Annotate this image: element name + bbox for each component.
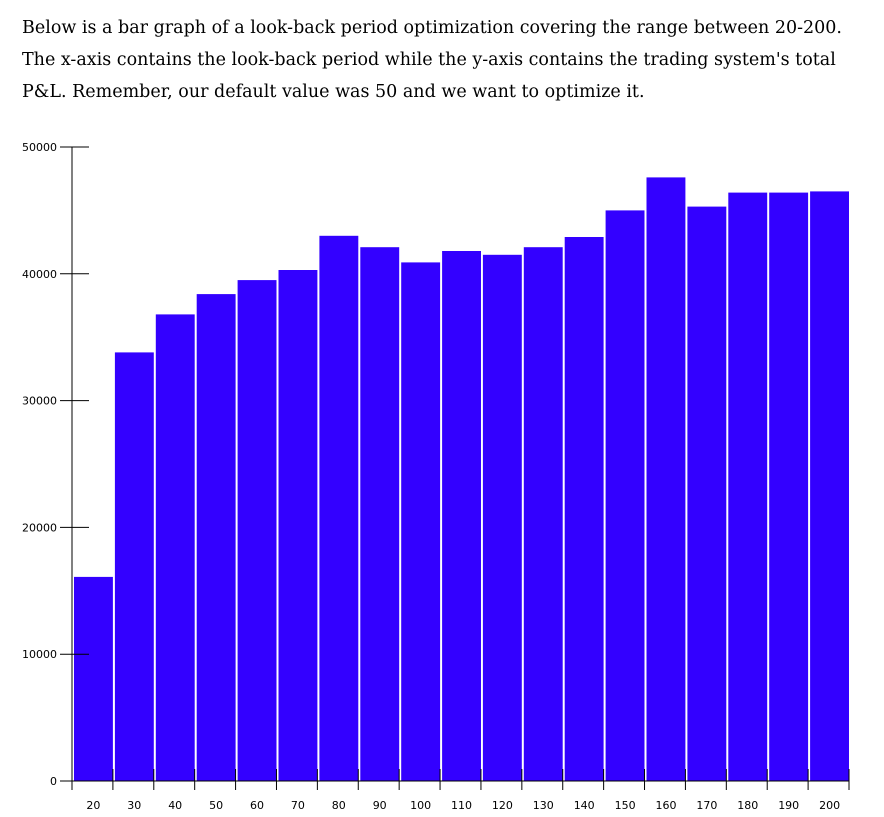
x-tick-label-30: 30 [127, 799, 141, 812]
x-tick-label-50: 50 [209, 799, 223, 812]
bar-70 [278, 270, 318, 781]
y-tick-label-50000: 50000 [22, 141, 57, 154]
bar-200 [810, 191, 849, 781]
bar-20 [74, 576, 113, 781]
x-tick-label-20: 20 [86, 799, 100, 812]
bar-80 [319, 235, 359, 782]
bar-150 [605, 210, 645, 781]
y-tick-label-30000: 30000 [22, 395, 57, 408]
x-tick-label-100: 100 [410, 799, 431, 812]
y-tick-label-10000: 10000 [22, 648, 57, 661]
bar-120 [482, 254, 522, 782]
x-tick-label-180: 180 [737, 799, 758, 812]
y-tick-label-40000: 40000 [22, 268, 57, 281]
x-tick-label-60: 60 [250, 799, 264, 812]
bar-160 [646, 177, 686, 781]
x-tick-label-190: 190 [778, 799, 799, 812]
x-tick-label-170: 170 [696, 799, 717, 812]
axes-group: 0 10000 20000 30000 40000 50000 20 30 40 50 60 70 80… [22, 141, 850, 812]
bar-190 [769, 192, 809, 782]
intro-text: Below is a bar graph of a look-back peri… [22, 12, 872, 108]
x-tick-label-80: 80 [332, 799, 346, 812]
bar-170 [687, 206, 727, 782]
x-tick-label-70: 70 [291, 799, 305, 812]
intro-line-1: Below is a bar graph of a look-back peri… [22, 18, 842, 38]
bar-180 [728, 192, 768, 782]
x-tick-label-160: 160 [656, 799, 677, 812]
x-tick-label-90: 90 [373, 799, 387, 812]
x-tick-label-110: 110 [451, 799, 472, 812]
x-tick-label-200: 200 [819, 799, 840, 812]
bar-30 [114, 352, 154, 781]
bar-90 [360, 247, 400, 781]
x-tick-label-120: 120 [492, 799, 513, 812]
y-tick-label-20000: 20000 [22, 521, 57, 534]
y-tick-label-0: 0 [50, 775, 57, 788]
bar-40 [155, 314, 195, 781]
bars-group [74, 177, 849, 782]
bar-130 [523, 247, 563, 781]
x-tick-label-40: 40 [168, 799, 182, 812]
x-tick-label-150: 150 [615, 799, 636, 812]
x-tick-label-130: 130 [533, 799, 554, 812]
bar-chart: 0 10000 20000 30000 40000 50000 20 30 40 50 60 70 80… [22, 141, 850, 812]
intro-line-3: P&L. Remember, our default value was 50 … [22, 82, 645, 102]
bar-60 [237, 280, 277, 781]
x-tick-label-140: 140 [574, 799, 595, 812]
bar-110 [442, 251, 481, 781]
intro-line-2: The x-axis contains the look-back period… [22, 50, 836, 70]
bar-100 [401, 262, 441, 781]
bar-140 [564, 237, 604, 781]
bar-50 [196, 294, 236, 781]
